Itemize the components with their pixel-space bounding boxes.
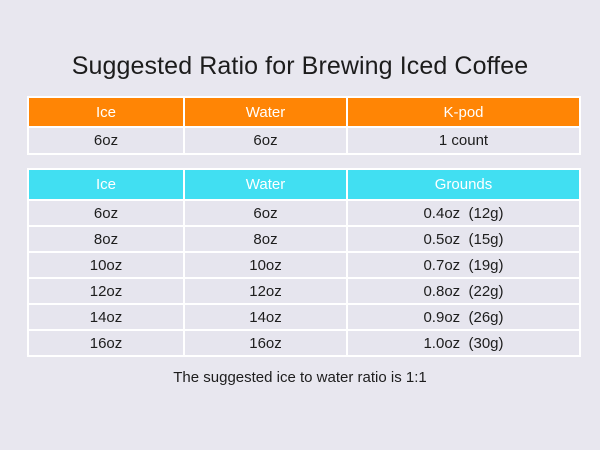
cell-grounds: 0.7oz (19g): [346, 251, 581, 279]
cell-ice: 8oz: [27, 225, 185, 253]
header-water: Water: [183, 168, 348, 201]
cell-ice: 12oz: [27, 277, 185, 305]
cell-water: 12oz: [183, 277, 348, 305]
table-row: 10oz 10oz 0.7oz (19g): [27, 251, 581, 279]
table-row: 16oz 16oz 1.0oz (30g): [27, 329, 581, 357]
cell-ice: 14oz: [27, 303, 185, 331]
ratio-note: The suggested ice to water ratio is 1:1: [173, 369, 427, 386]
cell-grounds: 1.0oz (30g): [346, 329, 581, 357]
cell-water: 14oz: [183, 303, 348, 331]
header-grounds: Grounds: [346, 168, 581, 201]
table-row: 6oz 6oz 1 count: [27, 126, 581, 155]
table-row: 8oz 8oz 0.5oz (15g): [27, 225, 581, 253]
cell-grounds: 0.9oz (26g): [346, 303, 581, 331]
cell-water: 6oz: [183, 126, 348, 155]
cell-grounds: 0.4oz (12g): [346, 199, 581, 227]
cell-water: 16oz: [183, 329, 348, 357]
header-kpod: K-pod: [346, 96, 581, 128]
header-water: Water: [183, 96, 348, 128]
cell-water: 6oz: [183, 199, 348, 227]
cell-water: 8oz: [183, 225, 348, 253]
header-ice: Ice: [27, 168, 185, 201]
table-row: 12oz 12oz 0.8oz (22g): [27, 277, 581, 305]
cell-ice: 6oz: [27, 126, 185, 155]
page-title: Suggested Ratio for Brewing Iced Coffee: [71, 52, 529, 80]
cell-ice: 16oz: [27, 329, 185, 357]
grounds-table: Ice Water Grounds 6oz 6oz 0.4oz (12g) 8o…: [27, 168, 581, 357]
cell-ice: 6oz: [27, 199, 185, 227]
kpod-table: Ice Water K-pod 6oz 6oz 1 count: [27, 96, 581, 155]
cell-kpod: 1 count: [346, 126, 581, 155]
cell-water: 10oz: [183, 251, 348, 279]
table-row: 14oz 14oz 0.9oz (26g): [27, 303, 581, 331]
table-row: 6oz 6oz 0.4oz (12g): [27, 199, 581, 227]
cell-ice: 10oz: [27, 251, 185, 279]
header-ice: Ice: [27, 96, 185, 128]
kpod-table-header-row: Ice Water K-pod: [27, 96, 581, 128]
cell-grounds: 0.8oz (22g): [346, 277, 581, 305]
grounds-table-header-row: Ice Water Grounds: [27, 168, 581, 201]
cell-grounds: 0.5oz (15g): [346, 225, 581, 253]
